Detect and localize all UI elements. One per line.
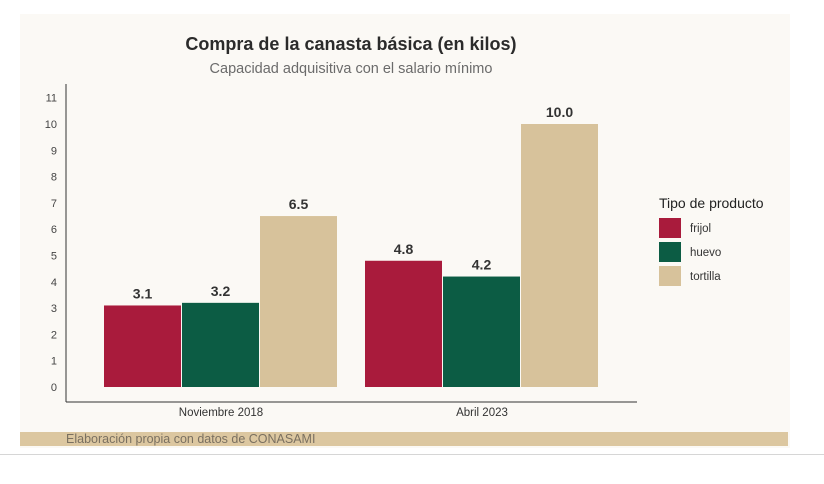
legend-label-huevo: huevo: [690, 247, 721, 259]
y-tick-label: 10: [45, 119, 57, 131]
bars: 3.1 3.2 6.5 Noviembre 2018 4.8 4.2 10.0 Abril 2…: [104, 104, 598, 419]
y-tick-label: 5: [51, 251, 57, 263]
data-label: 10.0: [546, 104, 573, 120]
axes: 0 1 2 3 4 5 6 7 8 9 10 11: [45, 84, 637, 403]
legend-swatch-huevo: [659, 242, 681, 262]
y-tick-label: 8: [51, 172, 57, 184]
data-label: 6.5: [289, 196, 309, 212]
chart-subtitle: Capacidad adquisitiva con el salario mín…: [210, 61, 493, 77]
bar-huevo: [443, 276, 520, 387]
y-tick-label: 11: [46, 93, 57, 105]
data-label: 3.1: [133, 285, 153, 301]
chart-title: Compra de la canasta básica (en kilos): [185, 34, 516, 54]
y-tick-label: 9: [51, 145, 57, 157]
data-label: 4.8: [394, 241, 414, 257]
data-label: 3.2: [211, 283, 231, 299]
y-tick-label: 0: [51, 382, 57, 394]
y-tick-label: 7: [51, 198, 57, 210]
legend-label-tortilla: tortilla: [690, 271, 721, 283]
bar-tortilla: [260, 216, 337, 387]
x-category-label: Noviembre 2018: [179, 407, 263, 419]
source-note: Elaboración propia con datos de CONASAMI: [66, 432, 315, 446]
source-band: [20, 432, 788, 446]
legend-swatch-frijol: [659, 218, 681, 238]
x-category-label: Abril 2023: [456, 407, 508, 419]
y-tick-label: 1: [51, 356, 57, 368]
legend-swatch-tortilla: [659, 266, 681, 286]
bar-frijol: [365, 260, 442, 387]
bar-huevo: [182, 302, 259, 387]
legend-title: Tipo de producto: [659, 195, 764, 211]
bottom-divider: [0, 454, 824, 455]
legend: Tipo de producto frijol huevo tortilla: [659, 195, 764, 286]
y-tick-label: 3: [51, 303, 57, 315]
data-label: 4.2: [472, 257, 492, 273]
legend-label-frijol: frijol: [690, 223, 711, 235]
y-tick-label: 4: [51, 277, 57, 289]
y-tick-label: 6: [51, 224, 57, 236]
bar-frijol: [104, 305, 181, 387]
y-tick-label: 2: [51, 329, 57, 341]
bar-tortilla: [521, 124, 598, 387]
